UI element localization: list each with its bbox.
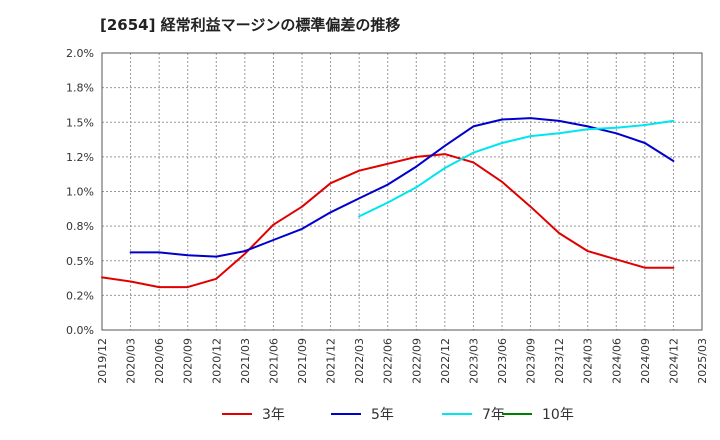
y-tick-label: 1.2% bbox=[66, 151, 94, 164]
legend-label: 3年 bbox=[262, 407, 285, 423]
y-tick-label: 1.8% bbox=[66, 82, 94, 95]
x-tick-label: 2023/09 bbox=[525, 338, 538, 384]
x-tick-label: 2024/06 bbox=[610, 338, 623, 384]
legend-swatch bbox=[331, 413, 361, 415]
y-tick-label: 0.0% bbox=[66, 324, 94, 337]
legend: 3年 5年 7年 10年 bbox=[0, 404, 720, 426]
series-line bbox=[129, 117, 675, 258]
axes: 2019/12 2020/03 2020/06 2020/09 2020/12 2021/… bbox=[66, 47, 709, 384]
legend-swatch bbox=[442, 413, 472, 415]
y-tick-label: 0.8% bbox=[66, 220, 94, 233]
legend-label: 10年 bbox=[542, 407, 574, 423]
x-tick-label: 2021/12 bbox=[325, 338, 338, 384]
series-lines bbox=[101, 117, 675, 289]
x-tick-label: 2022/06 bbox=[382, 338, 395, 384]
x-tick-label: 2022/03 bbox=[353, 338, 366, 384]
x-tick-label: 2020/03 bbox=[125, 338, 138, 384]
legend-swatch bbox=[222, 413, 252, 415]
x-tick-label: 2023/03 bbox=[467, 338, 480, 384]
legend-swatch bbox=[502, 413, 532, 415]
x-tick-label: 2021/09 bbox=[296, 338, 309, 384]
y-tick-label: 2.0% bbox=[66, 47, 94, 60]
x-tick-label: 2023/12 bbox=[553, 338, 566, 384]
chart-title: [2654] 経常利益マージンの標準偏差の推移 bbox=[100, 16, 401, 34]
x-tick-label: 2020/12 bbox=[210, 338, 223, 384]
y-tick-label: 1.5% bbox=[66, 116, 94, 129]
plot-frame bbox=[101, 52, 703, 331]
x-tick-label: 2023/06 bbox=[496, 338, 509, 384]
legend-label: 7年 bbox=[482, 407, 505, 423]
x-tick-label: 2024/12 bbox=[667, 338, 680, 384]
x-tick-label: 2021/03 bbox=[239, 338, 252, 384]
x-tick-label: 2022/12 bbox=[439, 338, 452, 384]
grid bbox=[102, 53, 702, 330]
x-tick-label: 2022/09 bbox=[410, 338, 423, 384]
x-tick-label: 2024/09 bbox=[639, 338, 652, 384]
x-tick-label: 2021/06 bbox=[267, 338, 280, 384]
x-tick-label: 2024/03 bbox=[582, 338, 595, 384]
legend-item: 5年 bbox=[331, 404, 394, 424]
series-line bbox=[358, 119, 675, 218]
x-tick-label: 2020/06 bbox=[153, 338, 166, 384]
series-line bbox=[101, 153, 675, 289]
legend-label: 5年 bbox=[371, 407, 394, 423]
y-tick-label: 0.5% bbox=[66, 255, 94, 268]
x-tick-label: 2020/09 bbox=[182, 338, 195, 384]
legend-item: 10年 bbox=[502, 404, 574, 424]
y-tick-label: 1.0% bbox=[66, 186, 94, 199]
x-tick-label: 2019/12 bbox=[96, 338, 109, 384]
legend-item: 7年 bbox=[442, 404, 505, 424]
legend-item: 3年 bbox=[222, 404, 285, 424]
x-tick-label: 2025/03 bbox=[696, 338, 709, 384]
y-tick-label: 0.2% bbox=[66, 289, 94, 302]
